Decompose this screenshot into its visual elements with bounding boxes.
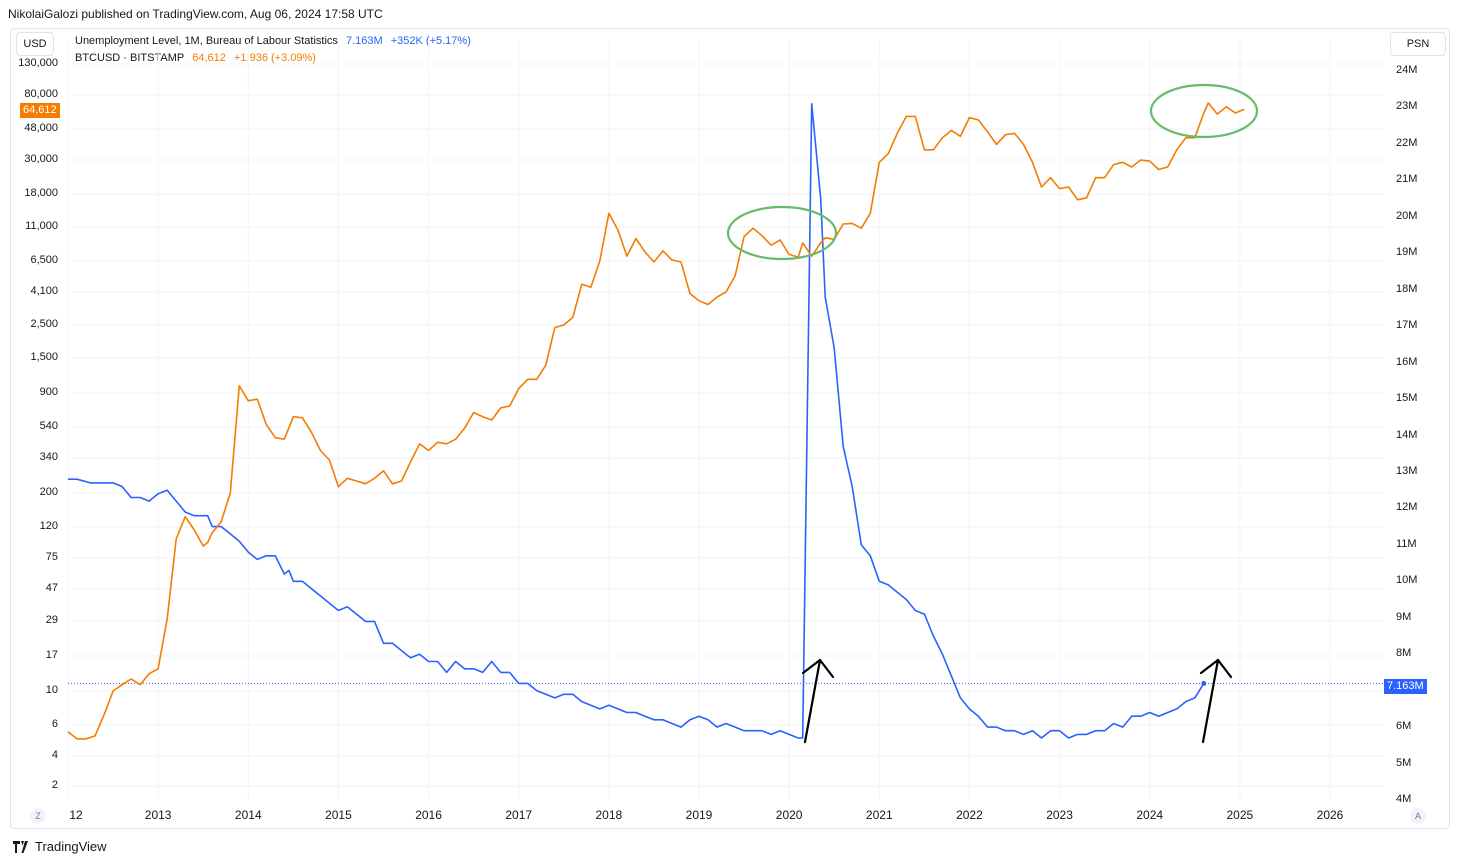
time-tick-label: 2026 — [1316, 808, 1344, 822]
annotation-ellipse-2019 — [726, 205, 838, 261]
left-tick-label: 6 — [51, 718, 58, 730]
left-tick-label: 4 — [51, 749, 58, 761]
legend-unemployment-value: 7.163M — [345, 35, 383, 47]
legend-btc[interactable]: BTCUSD · BITSTAMP 64,612 +1,936 (+3.09%) — [75, 52, 321, 64]
right-currency-button[interactable]: PSN — [1390, 32, 1446, 56]
time-tick-label: 2023 — [1046, 808, 1073, 822]
auto-scale-right-button[interactable]: A — [1410, 808, 1426, 824]
right-tick-label: 10M — [1396, 574, 1418, 587]
right-tick-label: 22M — [1396, 136, 1418, 149]
time-tick-label: 2013 — [144, 808, 172, 822]
left-tick-label: 17 — [45, 649, 58, 661]
left-tick-label: 4,100 — [30, 285, 58, 297]
right-tick-label: 17M — [1396, 319, 1418, 332]
right-tick-label: 8M — [1396, 647, 1412, 660]
left-tick-label: 47 — [45, 582, 58, 594]
left-tick-label: 80,000 — [24, 88, 58, 100]
right-tick-label: 16M — [1396, 355, 1418, 368]
auto-scale-left-button[interactable]: Z — [30, 808, 46, 824]
unemployment-series-line — [68, 103, 1205, 739]
unemployment-last-point — [1201, 680, 1207, 686]
footer[interactable]: TradingView — [13, 839, 107, 854]
legend-unemployment-change: +352K (+5.17%) — [390, 35, 471, 47]
legend-btc-name: BTCUSD · BITSTAMP — [75, 52, 185, 64]
time-tick-label: 12 — [69, 808, 83, 822]
left-tick-label: 18,000 — [24, 187, 58, 199]
tradingview-logo-icon — [13, 840, 28, 853]
legend-unemployment-name: Unemployment Level, 1M, Bureau of Labour… — [75, 35, 338, 47]
time-tick-label: 2024 — [1136, 808, 1164, 822]
left-tick-label: 2 — [51, 779, 58, 791]
btc-series-line — [67, 102, 1245, 740]
left-tick-label: 75 — [45, 551, 58, 563]
legend-btc-value: 64,612 — [192, 52, 226, 64]
left-currency-button[interactable]: USD — [16, 32, 54, 56]
time-tick-label: 2018 — [595, 808, 623, 822]
left-tick-label: 540 — [39, 420, 58, 432]
left-tick-label: 1,500 — [30, 351, 58, 363]
left-tick-label: 30,000 — [24, 153, 58, 165]
right-tick-label: 21M — [1396, 173, 1418, 186]
time-tick-label: 2020 — [775, 808, 803, 822]
right-tick-label: 9M — [1396, 610, 1412, 623]
time-tick-label: 2014 — [234, 808, 262, 822]
annotation-ellipse-2024 — [1149, 83, 1259, 139]
left-tick-label: 29 — [45, 614, 58, 626]
right-tick-label: 14M — [1396, 428, 1418, 441]
right-tick-label: 20M — [1396, 209, 1418, 222]
time-tick-label: 2016 — [415, 808, 442, 822]
left-tick-label: 200 — [39, 486, 58, 498]
publisher-line: NikolaiGalozi published on TradingView.c… — [8, 7, 383, 21]
right-tick-label: 18M — [1396, 282, 1418, 295]
right-tick-label: 13M — [1396, 464, 1418, 477]
time-tick-label: 2017 — [505, 808, 533, 822]
left-tick-label: 130,000 — [18, 57, 58, 69]
right-tick-label: 24M — [1396, 64, 1418, 76]
grid — [67, 40, 1385, 800]
footer-brand: TradingView — [35, 839, 107, 854]
time-tick-label: 2019 — [685, 808, 713, 822]
right-tick-label: 6M — [1396, 720, 1412, 733]
right-tick-label: 23M — [1396, 100, 1418, 113]
legend-unemployment[interactable]: Unemployment Level, 1M, Bureau of Labour… — [75, 35, 476, 47]
left-tick-label: 48,000 — [24, 122, 58, 134]
left-tick-label: 900 — [39, 386, 58, 398]
right-tick-label: 11M — [1396, 537, 1417, 550]
annotation-arrow-2020 — [801, 658, 835, 744]
btc-price-tag: 64,612 — [20, 103, 60, 118]
right-tick-label: 5M — [1396, 756, 1412, 769]
annotation-arrow-2024 — [1199, 658, 1233, 744]
unemployment-price-tag: 7.163M — [1384, 679, 1427, 694]
left-tick-label: 6,500 — [30, 254, 58, 266]
time-tick-label: 2015 — [325, 808, 352, 822]
time-tick-label: 2021 — [865, 808, 893, 822]
left-tick-label: 120 — [39, 520, 58, 532]
right-tick-label: 4M — [1396, 793, 1412, 805]
right-tick-label: 12M — [1396, 501, 1418, 514]
time-tick-label: 2022 — [956, 808, 983, 822]
legend-btc-change: +1,936 (+3.09%) — [233, 52, 316, 64]
left-tick-label: 11,000 — [25, 220, 58, 232]
left-tick-label: 2,500 — [30, 318, 58, 330]
chart-frame — [10, 28, 1450, 829]
time-tick-label: 2025 — [1226, 808, 1254, 822]
left-tick-label: 10 — [45, 684, 58, 696]
right-tick-label: 19M — [1396, 246, 1418, 259]
right-tick-label: 15M — [1396, 392, 1418, 405]
left-tick-label: 340 — [39, 451, 58, 463]
